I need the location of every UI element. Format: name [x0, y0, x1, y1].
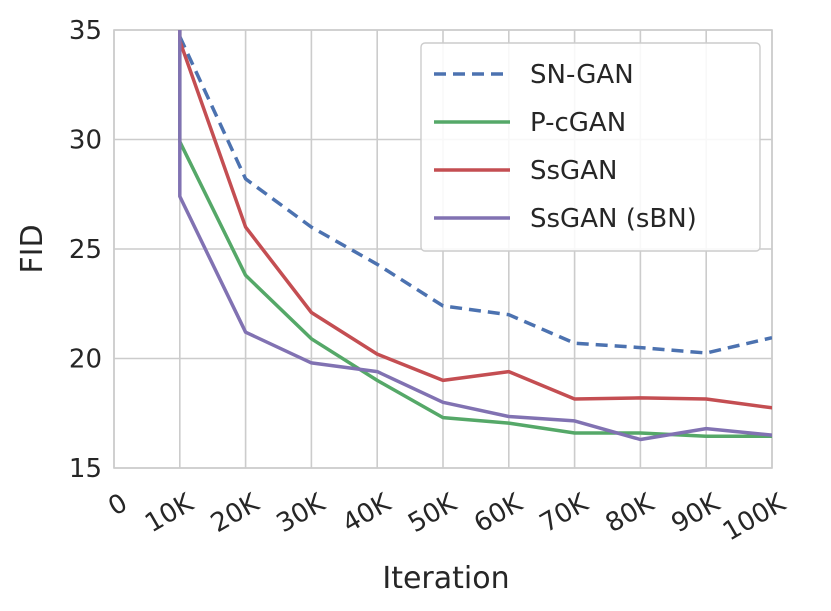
- x-tick-label: 20K: [206, 488, 265, 540]
- legend-label: SN-GAN: [530, 60, 634, 90]
- x-tick-label: 60K: [469, 488, 528, 540]
- series-line-ssgan-sbn: [178, 30, 772, 442]
- legend-box: [420, 42, 761, 252]
- legend: SN-GAN P-cGAN SsGAN SsGAN (sBN): [420, 42, 761, 252]
- series-line-ssgan: [178, 30, 772, 410]
- plot-border: [113, 29, 773, 469]
- series-line-p-cgan: [178, 30, 772, 438]
- series-line-sn-gan: [178, 35, 772, 355]
- x-tick-label: 0: [103, 488, 132, 522]
- legend-label: P-cGAN: [530, 108, 626, 138]
- legend-label: SsGAN: [530, 156, 617, 186]
- y-axis-title: FID: [15, 224, 50, 273]
- x-tick-label: 100K: [718, 488, 792, 548]
- y-tick-label: 35: [69, 16, 102, 46]
- series-lines: [178, 30, 772, 442]
- plot-area-frame: [113, 29, 773, 469]
- legend-label: SsGAN (sBN): [530, 204, 697, 234]
- x-axis-title: Iteration: [382, 561, 509, 596]
- x-tick-label: 90K: [666, 488, 725, 540]
- y-axis-ticks: 15 20 25 30 35: [69, 16, 102, 484]
- x-tick-label: 40K: [337, 488, 396, 540]
- y-tick-label: 25: [69, 235, 102, 265]
- x-tick-label: 10K: [140, 488, 199, 540]
- x-tick-label: 80K: [601, 488, 660, 540]
- x-tick-label: 30K: [272, 488, 331, 540]
- y-tick-label: 20: [69, 345, 102, 375]
- y-tick-label: 30: [69, 126, 102, 156]
- y-tick-label: 15: [69, 454, 102, 484]
- x-tick-label: 50K: [403, 488, 462, 540]
- x-tick-label: 70K: [535, 488, 594, 540]
